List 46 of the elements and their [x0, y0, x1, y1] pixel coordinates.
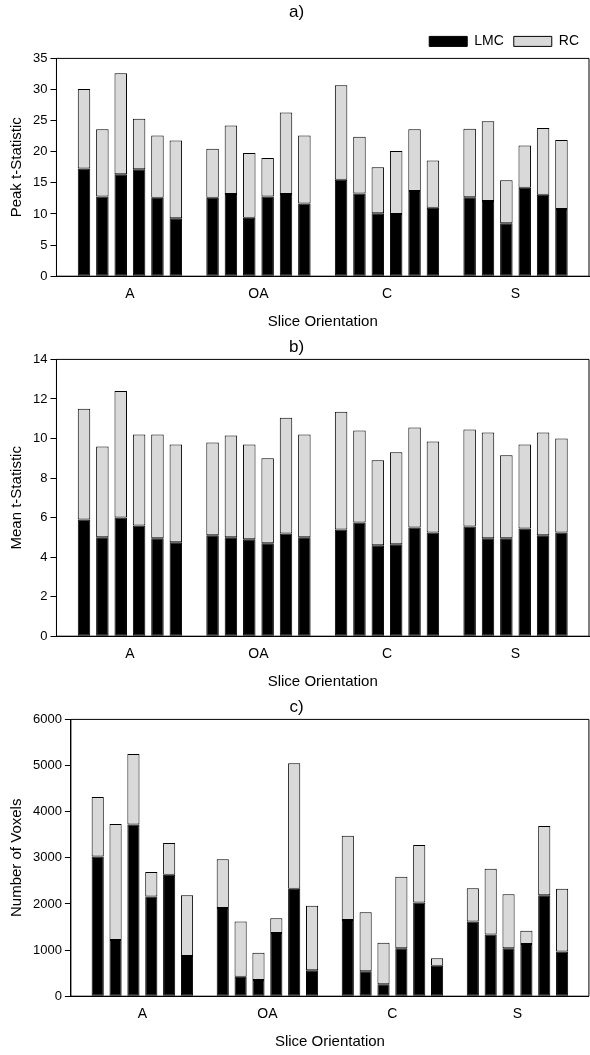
y-tick-label: 5: [40, 236, 48, 252]
x-tick-label: C: [387, 1005, 398, 1022]
y-axis-title: Mean t-Statistic: [7, 445, 25, 550]
y-tick-label: 0: [54, 987, 62, 1003]
x-tick-label: OA: [248, 285, 270, 302]
y-tick-label: 0: [40, 267, 48, 283]
y-tick-label: 10: [32, 430, 48, 446]
chart-title: a): [288, 1, 305, 21]
x-axis-title: Slice Orientation: [274, 1032, 385, 1050]
y-tick-label: 25: [32, 112, 48, 128]
legend-label: RC: [558, 32, 580, 49]
y-tick-label: 3000: [33, 849, 62, 865]
y-tick-label: 4000: [33, 803, 62, 819]
x-tick-label: C: [381, 645, 393, 662]
y-tick-label: 5000: [33, 757, 62, 773]
x-tick-label: A: [125, 645, 136, 662]
x-axis-title: Slice Orientation: [267, 312, 378, 330]
x-tick-label: S: [510, 645, 521, 662]
y-tick-label: 14: [32, 350, 48, 366]
y-axis-title: Peak t-Statistic: [7, 116, 25, 218]
y-tick-label: 4: [40, 548, 48, 564]
y-tick-label: 6: [40, 509, 48, 525]
y-tick-label: 1000: [33, 941, 62, 957]
y-axis-title: Number of Voxels: [7, 798, 25, 917]
x-tick-label: C: [381, 285, 393, 302]
x-tick-label: S: [510, 285, 521, 302]
x-tick-label: A: [125, 285, 136, 302]
y-tick-label: 10: [32, 205, 48, 221]
x-tick-label: S: [512, 1005, 523, 1022]
chart-title: c): [289, 696, 304, 716]
y-tick-label: 35: [32, 49, 48, 65]
y-tick-label: 20: [32, 143, 48, 159]
y-tick-label: 12: [32, 390, 48, 406]
y-tick-label: 15: [32, 174, 48, 190]
y-tick-label: 0: [40, 627, 48, 643]
y-tick-label: 30: [32, 81, 48, 97]
x-axis-title: Slice Orientation: [267, 672, 378, 690]
x-tick-label: OA: [248, 645, 270, 662]
legend-label: LMC: [474, 32, 504, 49]
x-tick-label: A: [137, 1005, 148, 1022]
y-tick-label: 6000: [33, 710, 62, 726]
y-tick-label: 8: [40, 469, 48, 485]
y-tick-label: 2: [40, 588, 48, 604]
y-tick-label: 2000: [33, 895, 62, 911]
chart-title: b): [288, 336, 305, 356]
x-tick-label: OA: [257, 1005, 279, 1022]
